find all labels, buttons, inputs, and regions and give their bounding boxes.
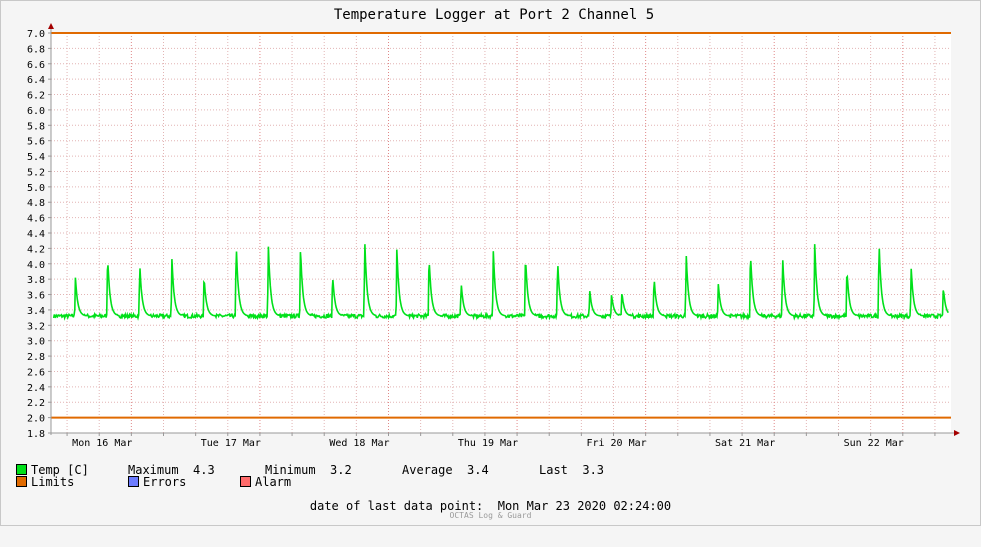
min-value: 3.2: [330, 463, 352, 477]
y-tick-label: 5.4: [27, 152, 45, 163]
legend-row-2: Limits Errors Alarm: [16, 475, 516, 489]
last-label: Last: [539, 463, 568, 477]
x-tick-label: Tue 17 Mar: [201, 438, 261, 449]
y-tick-label: 5.8: [27, 121, 45, 132]
legend-limits: Limits: [16, 475, 74, 489]
y-tick-label: 6.6: [27, 60, 45, 71]
y-tick-label: 6.0: [27, 106, 45, 117]
max-value: 4.3: [193, 463, 215, 477]
x-tick-label: Wed 18 Mar: [329, 438, 389, 449]
watermark: OCTAS Log & Guard: [449, 511, 532, 520]
legend-errors: Errors: [128, 475, 186, 489]
avg-value: 3.4: [467, 463, 489, 477]
avg-label: Average: [402, 463, 453, 477]
y-tick-label: 2.2: [27, 398, 45, 409]
y-tick-label: 5.6: [27, 137, 45, 148]
stat-last: Last 3.3: [539, 463, 604, 477]
temp-series-line: [52, 244, 949, 321]
series-layer: [52, 244, 949, 321]
grid: [51, 32, 951, 434]
y-tick-label: 2.4: [27, 383, 45, 394]
y-tick-label: 3.4: [27, 306, 45, 317]
x-tick-label: Mon 16 Mar: [72, 438, 132, 449]
x-axis-arrow: [954, 430, 960, 436]
stat-minimum: Minimum 3.2: [265, 463, 352, 477]
legend-temp-label: Temp [C]: [31, 463, 89, 477]
y-tick-label: 6.8: [27, 44, 45, 55]
y-tick-label: 2.0: [27, 414, 45, 425]
y-tick-label: 3.6: [27, 291, 45, 302]
axes: 1.8 2.0 2.2 2.4 2.6 2.8 3.0 3.2 3.4 3.6 3.8 4.0 4.2 4…: [27, 23, 960, 449]
x-tick-label: Fri 20 Mar: [586, 438, 646, 449]
y-tick-label: 6.2: [27, 91, 45, 102]
y-tick-label: 3.8: [27, 275, 45, 286]
limits-swatch: [16, 476, 27, 487]
errors-swatch: [128, 476, 139, 487]
last-data-value: Mon Mar 23 2020 02:24:00: [497, 499, 672, 513]
y-tick-label: 4.8: [27, 198, 45, 209]
min-label: Minimum: [265, 463, 316, 477]
temp-swatch: [16, 464, 27, 475]
y-tick-label: 1.8: [27, 429, 45, 440]
x-tick-label: Sat 21 Mar: [715, 438, 775, 449]
y-tick-label: 4.0: [27, 260, 45, 271]
last-value: 3.3: [582, 463, 605, 477]
y-tick-label: 3.0: [27, 337, 45, 348]
y-tick-label: 3.2: [27, 321, 45, 332]
last-data-label: date of last data point:: [309, 499, 484, 513]
y-tick-label: 4.4: [27, 229, 45, 240]
y-axis-arrow: [48, 23, 54, 29]
legend-temp: Temp [C]: [16, 463, 89, 477]
legend-limits-label: Limits: [31, 475, 75, 489]
legend-errors-label: Errors: [143, 475, 187, 489]
temperature-chart: Temperature Logger at Port 2 Channel 5 1…: [27, 7, 960, 449]
y-tick-label: 7.0: [27, 29, 45, 40]
y-tick-label: 5.2: [27, 167, 45, 178]
y-tick-label: 5.0: [27, 183, 45, 194]
alarm-swatch: [240, 476, 251, 487]
stat-average: Average 3.4: [402, 463, 489, 477]
y-tick-label: 4.2: [27, 244, 45, 255]
max-label: Maximum: [128, 463, 179, 477]
limit-lines: [51, 32, 951, 419]
y-tick-label: 2.8: [27, 352, 45, 363]
legend-alarm-label: Alarm: [255, 475, 292, 489]
y-tick-label: 6.4: [27, 75, 45, 86]
stat-maximum: Maximum 4.3: [128, 463, 215, 477]
x-tick-label: Sun 22 Mar: [844, 438, 904, 449]
x-tick-label: Thu 19 Mar: [458, 438, 518, 449]
y-tick-label: 4.6: [27, 214, 45, 225]
chart-title: Temperature Logger at Port 2 Channel 5: [334, 7, 654, 23]
last-data-point: date of last data point: Mon Mar 23 2020…: [0, 499, 981, 513]
y-tick-label: 2.6: [27, 367, 45, 378]
legend-row-1: Temp [C] Maximum 4.3 Minimum 3.2 Average…: [16, 463, 916, 477]
legend-alarm: Alarm: [240, 475, 291, 489]
